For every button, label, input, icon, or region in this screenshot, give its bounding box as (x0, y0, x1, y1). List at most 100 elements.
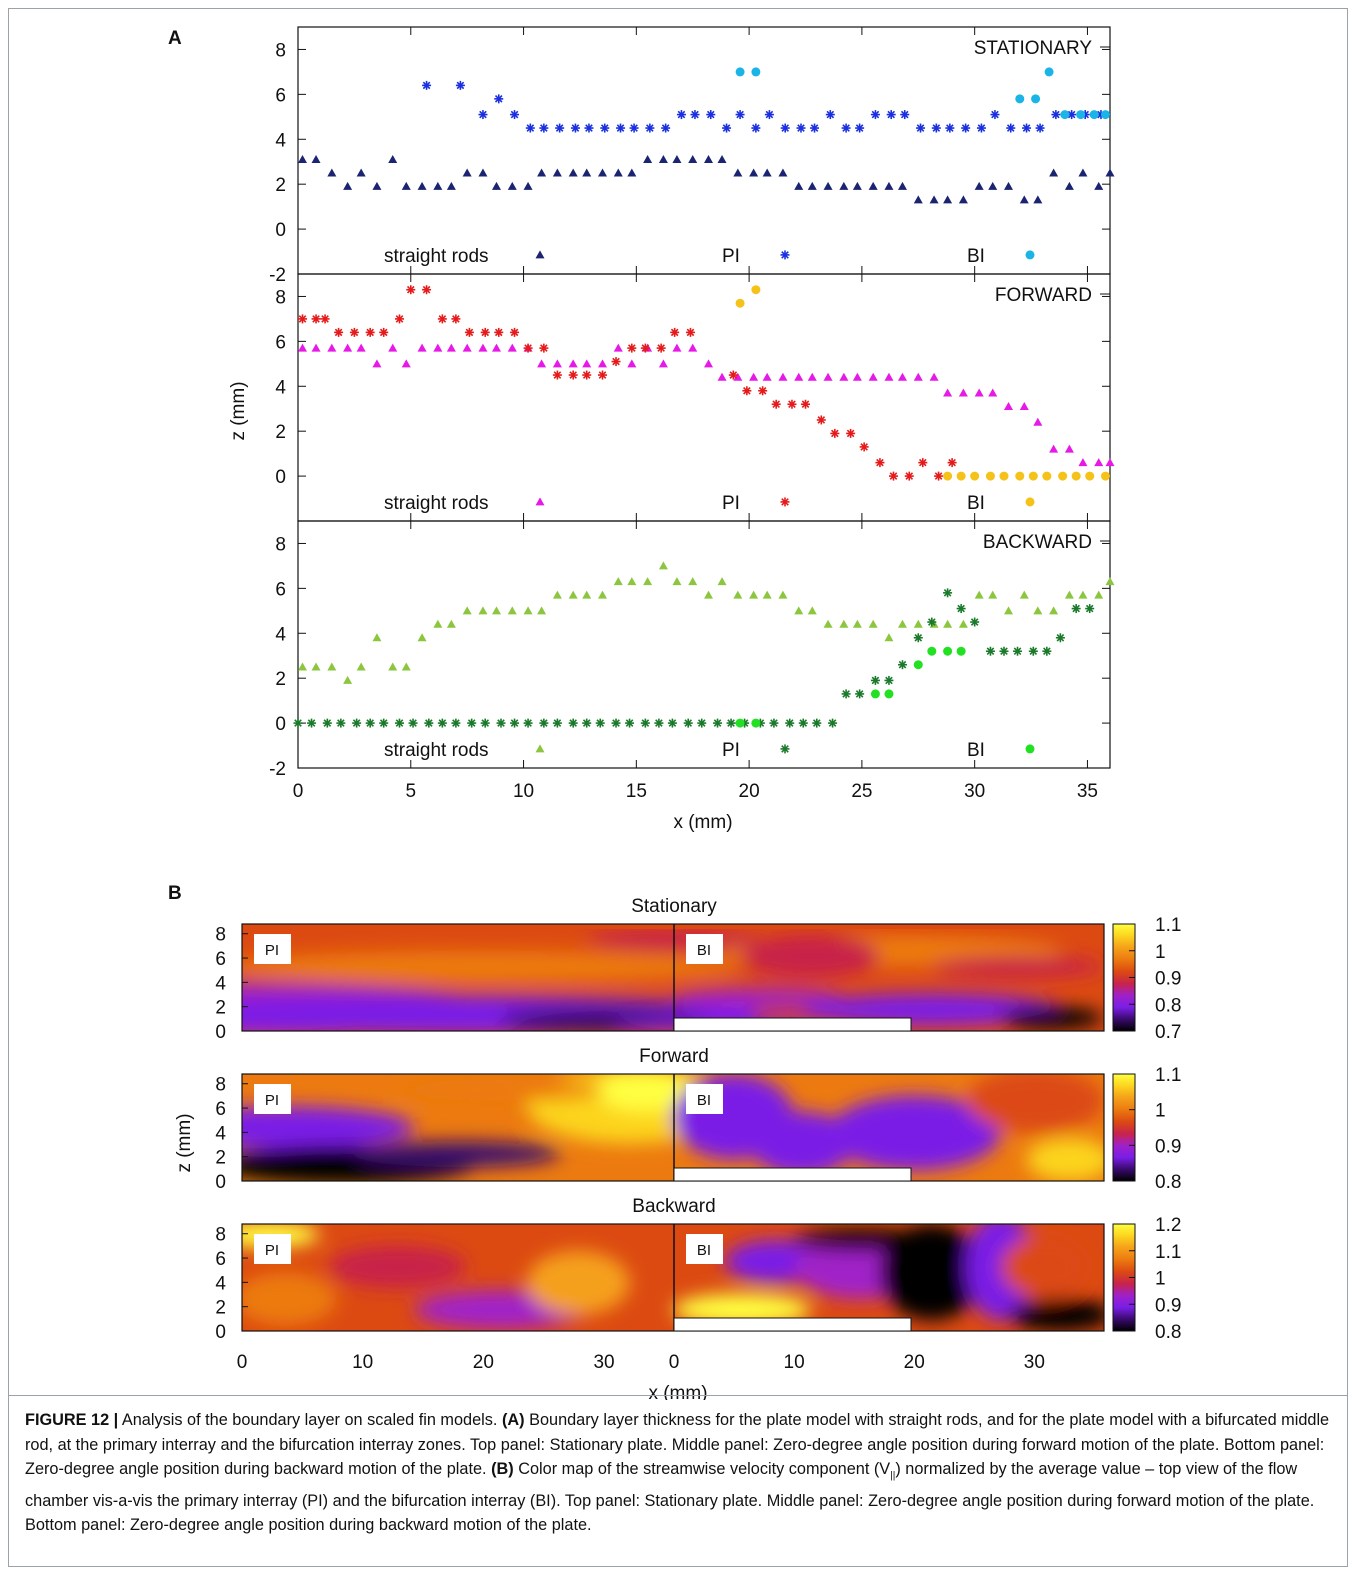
heatmap-region (354, 1141, 561, 1168)
caption-b: (B) (491, 1460, 514, 1478)
data-point (568, 590, 578, 599)
data-point (401, 181, 411, 190)
data-point (825, 110, 835, 120)
data-point (656, 343, 666, 353)
y-tick-label: 4 (275, 377, 286, 398)
caption-a: (A) (501, 1411, 525, 1429)
data-point (958, 619, 968, 628)
data-point (846, 428, 856, 438)
caption-part4: ) normalized by the average value – top … (25, 1460, 1315, 1535)
x-tick-label: 0 (237, 1352, 248, 1373)
data-point (794, 606, 804, 615)
data-point (406, 285, 416, 295)
data-point (780, 123, 790, 133)
data-point (627, 343, 637, 353)
x-tick-label: 20 (739, 781, 760, 802)
data-point (311, 154, 321, 163)
x-tick-label: 30 (593, 1352, 614, 1373)
data-point (462, 168, 472, 177)
data-point (961, 123, 971, 133)
data-point (670, 327, 680, 337)
data-point (395, 718, 404, 728)
data-point (408, 718, 418, 728)
heatmap-title: Forward (639, 1046, 709, 1067)
data-point (1028, 471, 1038, 481)
data-point (1049, 606, 1059, 615)
data-point (762, 372, 772, 381)
data-point (494, 94, 504, 104)
data-point (956, 646, 966, 656)
data-point (985, 471, 995, 481)
data-point (1094, 458, 1104, 467)
subplot-title: FORWARD (995, 285, 1092, 306)
data-point (379, 718, 389, 728)
data-point (293, 718, 303, 728)
x-tick-label: 10 (352, 1352, 373, 1373)
y-tick-label: 2 (275, 669, 286, 690)
data-point (311, 662, 321, 671)
data-point (801, 399, 810, 409)
data-point (988, 388, 998, 397)
heatmap-region (1000, 1007, 1104, 1029)
data-point (976, 123, 986, 133)
data-point (629, 123, 639, 133)
y-tick-label: 8 (215, 1225, 226, 1246)
data-point (943, 619, 953, 628)
y-tick-label: -2 (269, 265, 286, 286)
data-point (627, 577, 637, 586)
data-point (1085, 471, 1095, 481)
data-point (494, 327, 504, 337)
data-point (855, 123, 865, 133)
x-tick-label: 10 (784, 1352, 805, 1373)
data-point (600, 123, 610, 133)
data-point (1004, 181, 1013, 190)
data-point (611, 718, 621, 728)
heatmap-region (397, 1079, 605, 1101)
y-tick-label: 8 (215, 925, 226, 946)
data-point (749, 168, 759, 177)
data-point (812, 718, 822, 728)
subplot-title: BACKWARD (983, 532, 1092, 553)
data-point (582, 718, 592, 728)
heatmap-region (1000, 1234, 1087, 1299)
data-point (1071, 604, 1081, 614)
colorbar-label: 0.8 (1155, 1172, 1181, 1193)
data-point (365, 327, 375, 337)
colorbar-label: 0.8 (1155, 1322, 1181, 1343)
data-point (823, 372, 833, 381)
legend-marker (535, 497, 545, 506)
data-point (918, 458, 928, 468)
data-point (970, 617, 980, 627)
data-point (943, 588, 953, 598)
legend-label: BI (967, 493, 985, 514)
data-point (830, 428, 840, 438)
zone-label-box (254, 1234, 291, 1264)
data-point (510, 327, 520, 337)
y-tick-label: 6 (215, 949, 226, 970)
x-tick-label: 30 (964, 781, 985, 802)
data-point (927, 617, 937, 627)
data-point (1064, 181, 1074, 190)
heatmap-frame (241, 923, 1105, 1032)
data-point (496, 718, 506, 728)
data-point (523, 343, 533, 353)
data-point (1033, 417, 1043, 426)
data-point (1019, 590, 1029, 599)
data-point (552, 168, 562, 177)
x-tick-label: 15 (626, 781, 647, 802)
colorbar-label: 1 (1155, 942, 1166, 963)
heatmap-region (242, 950, 742, 983)
data-point (611, 357, 621, 367)
data-point (717, 154, 727, 163)
data-point (1015, 471, 1025, 481)
data-point (823, 181, 833, 190)
data-point (372, 633, 382, 642)
data-point (884, 689, 894, 699)
data-point (654, 718, 664, 728)
data-point (828, 718, 838, 728)
data-point (988, 590, 998, 599)
data-point (1064, 590, 1074, 599)
data-point (388, 154, 398, 163)
data-point (523, 606, 533, 615)
colorbar-label: 1 (1155, 1269, 1166, 1290)
